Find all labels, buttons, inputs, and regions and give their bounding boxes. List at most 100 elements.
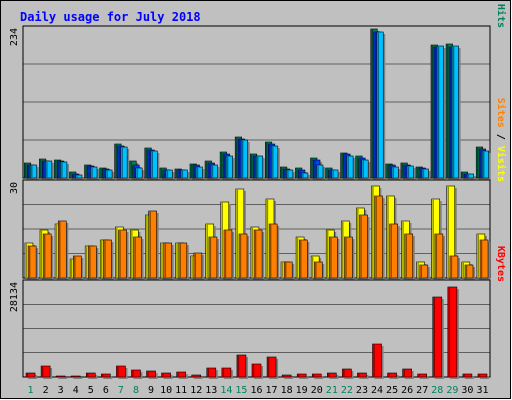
bar-files-day-14-edge xyxy=(223,154,226,178)
bar-kbytes-day-6-shadow xyxy=(103,376,113,379)
bar-sites-day-26 xyxy=(404,233,414,279)
bar-pages-day-15-edge xyxy=(241,140,244,178)
bar-sites-day-22-edge xyxy=(345,237,347,278)
bar-sites-day-17 xyxy=(268,223,278,279)
bar-pages-day-6-edge xyxy=(106,170,108,178)
bar-pages-day-19 xyxy=(301,172,309,179)
bar-hits-day-2-edge xyxy=(40,159,42,178)
bar-kbytes-day-18 xyxy=(281,374,292,378)
bar-kbytes-day-27 xyxy=(417,373,428,378)
bar-files-day-21-edge xyxy=(329,170,331,178)
bar-visits-day-3-edge xyxy=(55,224,58,278)
bar-pages-day-18 xyxy=(286,169,294,179)
bar-hits-day-1-edge xyxy=(25,163,27,178)
bar-sites-day-19 xyxy=(298,239,308,279)
bar-sites-day-31-edge xyxy=(480,240,483,278)
bar-files-day-30-edge xyxy=(464,174,467,178)
bar-hits-day-13-edge xyxy=(205,161,208,178)
bar-visits-day-11-edge xyxy=(176,243,178,278)
bar-visits-day-23-edge xyxy=(357,208,359,278)
bar-sites-day-11 xyxy=(178,242,188,279)
series-legend: Pages / Files / Hits xyxy=(495,0,507,28)
bar-pages-day-25-edge xyxy=(392,167,395,178)
bar-pages-day-8 xyxy=(135,167,143,179)
bar-hits-day-18-edge xyxy=(281,167,283,178)
bar-visits-day-7-edge xyxy=(116,227,118,278)
bar-kbytes-day-29-edge xyxy=(448,287,451,377)
bar-kbytes-day-22-edge xyxy=(343,369,345,377)
bar-kbytes-day-18-shadow xyxy=(284,377,294,379)
bar-pages-day-5 xyxy=(90,166,98,179)
bar-pages-day-9-edge xyxy=(151,151,153,178)
bar-sites-day-9 xyxy=(148,210,157,279)
bar-pages-day-24-edge xyxy=(377,32,379,178)
bar-visits-day-29-edge xyxy=(447,186,449,278)
bar-files-day-7-edge xyxy=(118,146,120,178)
bar-kbytes-day-17 xyxy=(266,356,277,378)
bar-pages-day-29 xyxy=(451,45,459,179)
bar-visits-day-6-edge xyxy=(101,240,103,278)
bar-kbytes-day-27-shadow xyxy=(419,376,429,379)
bar-hits-day-9-edge xyxy=(145,148,147,178)
bar-sites-day-24-edge xyxy=(375,196,377,278)
bar-pages-day-25 xyxy=(391,166,399,179)
bar-visits-day-20-edge xyxy=(311,256,314,278)
bar-files-day-11-edge xyxy=(178,170,181,178)
x-tick-label: 9 xyxy=(148,385,154,396)
bar-pages-day-14 xyxy=(225,155,233,179)
bar-pages-day-4-edge xyxy=(76,175,78,178)
bar-pages-day-9 xyxy=(150,150,158,179)
bar-files-day-3-edge xyxy=(58,161,60,178)
bar-files-day-18-edge xyxy=(284,169,286,178)
bar-kbytes-day-24-edge xyxy=(373,344,375,377)
bar-sites-day-2 xyxy=(42,233,52,279)
bar-kbytes-day-21-edge xyxy=(328,373,330,377)
bar-files-day-5-edge xyxy=(88,166,90,178)
bar-sites-day-11-edge xyxy=(179,243,181,278)
bar-files-day-25-edge xyxy=(389,165,392,178)
bar-files-day-20-edge xyxy=(314,160,316,178)
bar-sites-day-12 xyxy=(193,252,203,279)
bar-files-day-8-edge xyxy=(133,165,135,178)
bar-kbytes-day-25-edge xyxy=(388,373,390,377)
bar-sites-day-18-edge xyxy=(285,262,287,278)
bar-visits-day-15-edge xyxy=(236,189,239,278)
bar-sites-day-3-edge xyxy=(59,221,61,278)
bar-kbytes-day-10-edge xyxy=(162,373,164,377)
bar-sites-day-30-edge xyxy=(465,265,468,278)
bar-visits-day-24-edge xyxy=(372,186,374,278)
bar-kbytes-day-12-shadow xyxy=(193,377,203,379)
bar-hits-day-5-edge xyxy=(85,165,87,178)
bar-sites-day-3 xyxy=(57,220,67,279)
bar-sites-day-6 xyxy=(103,239,112,279)
x-tick-label: 13 xyxy=(205,385,217,396)
bar-pages-day-11-edge xyxy=(181,170,184,178)
bar-kbytes-day-16-edge xyxy=(252,364,255,377)
bar-visits-day-21-edge xyxy=(327,230,329,278)
bar-visits-day-4-edge xyxy=(70,259,73,278)
bar-pages-day-16 xyxy=(255,155,264,179)
bar-pages-day-23 xyxy=(361,159,369,179)
x-tick-label: 17 xyxy=(266,385,278,396)
bar-files-day-27-edge xyxy=(419,168,422,178)
bar-visits-day-16-edge xyxy=(251,227,254,278)
x-tick-label: 20 xyxy=(311,385,323,396)
bar-kbytes-day-2-edge xyxy=(41,366,44,377)
bar-kbytes-day-10 xyxy=(161,372,171,378)
bar-kbytes-day-9 xyxy=(146,370,156,378)
bar-files-day-17-edge xyxy=(269,144,271,178)
bar-sites-day-5-edge xyxy=(89,246,91,278)
bar-pages-day-19-edge xyxy=(302,173,304,178)
bar-sites-day-25 xyxy=(389,223,398,279)
bar-files-day-10-edge xyxy=(163,170,166,178)
bar-kbytes-day-22 xyxy=(342,368,352,378)
bar-sites-day-8 xyxy=(133,236,142,279)
bar-kbytes-day-20-edge xyxy=(313,374,315,377)
bar-sites-day-28 xyxy=(434,233,444,279)
bar-hits-day-11-edge xyxy=(175,169,178,178)
bar-visits-day-22-edge xyxy=(342,221,344,278)
bar-sites-day-20 xyxy=(314,261,323,279)
bar-sites-day-16-edge xyxy=(254,230,257,278)
bar-pages-day-23-edge xyxy=(362,160,364,178)
bar-pages-day-18-edge xyxy=(287,170,289,178)
